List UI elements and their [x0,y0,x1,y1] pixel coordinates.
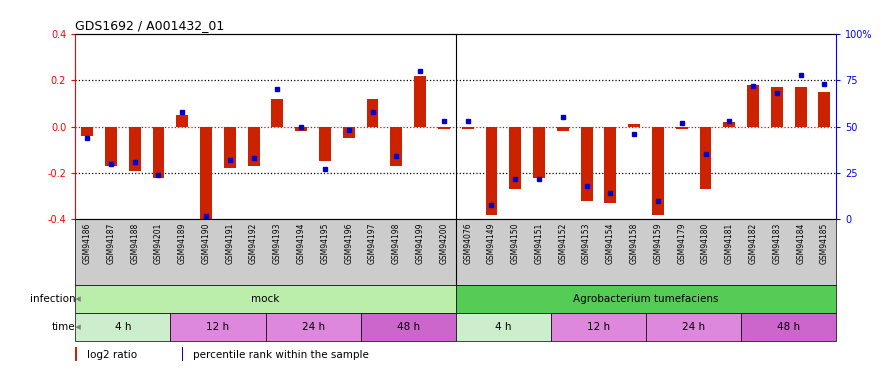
Text: 48 h: 48 h [777,322,800,332]
Bar [248,127,259,166]
Bar [266,313,361,341]
Bar [181,347,183,361]
Bar [771,87,783,127]
Text: GSM94194: GSM94194 [296,223,305,264]
Bar [741,313,836,341]
Text: GSM94199: GSM94199 [416,223,425,264]
Bar [557,127,569,131]
Text: GSM94154: GSM94154 [606,223,615,264]
Text: log2 ratio: log2 ratio [87,350,137,360]
Bar [747,85,759,127]
Bar [676,127,688,129]
Bar [723,122,735,127]
Bar [699,127,712,189]
Bar [819,92,830,127]
Text: GSM94150: GSM94150 [511,223,519,264]
Bar [581,127,593,201]
Bar [550,313,646,341]
Bar [75,285,456,313]
Text: GSM94200: GSM94200 [439,223,449,264]
Text: GSM94152: GSM94152 [558,223,567,264]
Text: GSM94188: GSM94188 [130,223,139,264]
Bar [390,127,403,166]
Text: percentile rank within the sample: percentile rank within the sample [193,350,369,360]
Bar [128,127,141,171]
Text: GSM94183: GSM94183 [773,223,781,264]
Bar [456,313,550,341]
Text: GSM94181: GSM94181 [725,223,734,264]
Bar [105,127,117,166]
Text: GSM94180: GSM94180 [701,223,710,264]
Text: 4 h: 4 h [114,322,131,332]
Bar [795,87,806,127]
Text: 48 h: 48 h [396,322,419,332]
Bar [170,313,266,341]
Text: GSM94195: GSM94195 [320,223,329,264]
Bar [361,313,456,341]
Bar [628,124,640,127]
Bar [272,99,283,127]
Bar [75,313,170,341]
Bar [81,127,93,136]
Text: time: time [51,322,75,332]
Text: 24 h: 24 h [302,322,325,332]
Text: GSM94186: GSM94186 [82,223,92,264]
Text: GSM94158: GSM94158 [629,223,639,264]
Text: GSM94153: GSM94153 [582,223,591,264]
Bar [200,127,212,222]
Text: GSM94193: GSM94193 [273,223,282,264]
Text: Agrobacterium tumefaciens: Agrobacterium tumefaciens [573,294,719,304]
Bar [224,127,235,168]
Text: GSM94187: GSM94187 [106,223,115,264]
Bar [342,127,355,138]
Bar [366,99,379,127]
Text: GSM94192: GSM94192 [249,223,258,264]
Text: GSM94191: GSM94191 [226,223,235,264]
Bar [176,115,189,127]
Text: GSM94182: GSM94182 [749,223,758,264]
Text: GSM94190: GSM94190 [202,223,211,264]
Text: GSM94159: GSM94159 [653,223,663,264]
Bar [414,75,426,127]
Bar [509,127,521,189]
Text: 12 h: 12 h [206,322,229,332]
Text: GSM94197: GSM94197 [368,223,377,264]
Bar [438,127,450,129]
Bar [604,127,616,203]
Text: GSM94198: GSM94198 [392,223,401,264]
Text: GSM94196: GSM94196 [344,223,353,264]
Text: GSM94201: GSM94201 [154,223,163,264]
Text: GDS1692 / A001432_01: GDS1692 / A001432_01 [75,19,225,32]
Text: GSM94076: GSM94076 [463,223,473,264]
Text: GSM94179: GSM94179 [677,223,686,264]
Text: 4 h: 4 h [495,322,512,332]
Bar [646,313,742,341]
Bar [296,127,307,131]
Text: GSM94149: GSM94149 [487,223,496,264]
Text: mock: mock [251,294,280,304]
Text: infection: infection [29,294,75,304]
Bar [462,127,473,129]
Bar [456,285,836,313]
Bar [652,127,664,215]
Text: 24 h: 24 h [682,322,705,332]
Bar [152,127,165,178]
Bar [75,347,77,361]
Bar [319,127,331,161]
Bar [486,127,497,215]
Text: GSM94185: GSM94185 [820,223,829,264]
Text: 12 h: 12 h [587,322,610,332]
Text: GSM94189: GSM94189 [178,223,187,264]
Bar [533,127,545,178]
Text: GSM94151: GSM94151 [535,223,543,264]
Text: GSM94184: GSM94184 [796,223,805,264]
